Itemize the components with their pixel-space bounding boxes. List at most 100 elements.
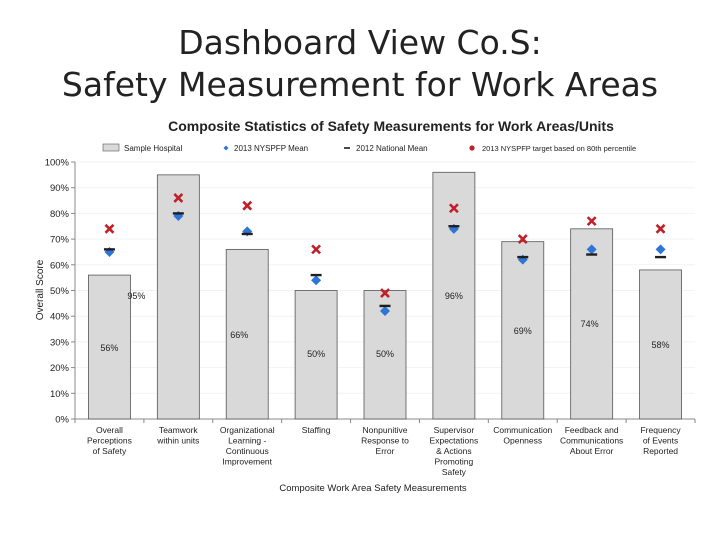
x-category-label-6: Supervisor Expectations & Actions Promoting… [430,425,479,477]
target-marker-2 [173,193,184,203]
national-mean-marker-9 [655,255,667,259]
x-category-label-7: Communication Openness [493,425,552,446]
chart-bars [88,171,682,420]
x-category-label-8: Feedback and Communications About Error [560,425,623,456]
bar-data-label-7: 69% [514,326,532,336]
nyspfp-mean-marker-5 [380,306,390,317]
x-category-label-3: Organizational Learning -Continuous Improv… [220,425,275,467]
target-marker-3 [242,200,253,211]
x-category-label-line: Openness [503,436,542,446]
bar-data-label-2: 95% [127,291,145,301]
x-marker-stroke [586,216,597,227]
y-tick-label: 60% [50,260,70,271]
legend-swatch-nyspfp-mean [223,145,229,151]
national-mean-marker-7 [517,255,529,259]
legend-label-national-mean: 2012 National Mean [356,144,428,153]
legend-label-sample-hospital: Sample Hospital [124,144,182,153]
y-tick-label: 50% [50,286,70,297]
x-marker-stroke [173,193,184,203]
x-marker-stroke [104,223,115,234]
x-category-label-line: Staffing [302,425,331,435]
x-category-label-4: Staffing [302,425,331,435]
y-tick-label: 70% [50,235,70,246]
x-category-label-2: Teamwork within units [156,425,199,446]
x-category-label-line: Error [376,446,395,456]
x-category-label-line: & Actions [436,446,471,456]
slide-title-line-1: Dashboard View Co.S: [178,23,542,62]
y-axis-label: Overall Score [35,259,46,320]
national-mean-marker-2 [172,212,184,215]
y-tick-label: 20% [50,363,70,374]
x-category-label-line: Safety [442,467,467,477]
x-category-label-line: Nonpunitive [363,425,408,435]
chart-labels: Composite Statistics of Safety Measureme… [100,118,669,359]
x-category-label-line: Improvement [222,457,272,467]
bar-4 [294,290,338,420]
national-mean-marker-4 [310,273,322,277]
y-tick-label: 90% [50,183,70,194]
bar-3 [225,248,269,420]
y-tick-label: 10% [50,389,70,400]
chart-title: Composite Statistics of Safety Measureme… [168,118,614,134]
x-marker-stroke [517,234,528,245]
x-marker-stroke [311,244,322,255]
y-tick-label: 30% [50,337,70,348]
target-marker-7 [517,234,528,245]
nyspfp-mean-marker-9 [655,244,666,255]
x-category-label-line: Promoting [435,457,474,467]
target-marker-6 [448,203,459,214]
x-category-label-line: Continuous [226,446,269,456]
nyspfp-mean-marker-8 [586,244,597,255]
bar-data-label-1: 56% [100,343,118,353]
chart-legend: Sample Hospital 2013 NYSPFP Mean 2012 Nati… [102,143,636,153]
y-tick-label: 40% [50,312,70,323]
x-marker-stroke [448,203,459,214]
x-marker-stroke [655,223,666,234]
x-category-label-line: Perceptions [87,436,132,446]
legend-label-target: 2013 NYSPFP target based on 80th percent… [482,144,636,153]
legend-swatch-target [469,145,475,151]
national-mean-marker-8 [586,253,598,256]
chart-markers [103,193,667,317]
bar-5 [363,290,407,420]
x-category-label-line: Frequency [640,425,681,435]
bar-9 [639,269,682,420]
x-category-label-1: Overall Perceptions of Safety [87,425,132,456]
national-mean-marker-6 [448,225,460,228]
target-marker-5 [380,288,390,298]
x-axis-label: Composite Work Area Safety Measurements [279,483,467,494]
x-category-label-line: Overall [96,425,123,435]
nyspfp-mean-marker-4 [311,275,322,286]
x-category-label-line: of Safety [93,446,127,456]
x-category-label-line: Feedback and [565,425,619,435]
bar-data-label-4: 50% [307,349,325,359]
target-marker-4 [311,244,322,255]
bar-data-label-9: 58% [652,340,670,350]
target-marker-9 [655,223,666,234]
x-category-label-9: Frequency of Events Reported [640,425,681,456]
x-category-label-5: Nonpunitive Response to Error [361,425,409,456]
x-category-label-line: Communications [560,436,623,446]
bar-data-label-3: 66% [230,330,248,340]
legend-label-nyspfp-mean: 2013 NYSPFP Mean [234,144,308,153]
bar-7 [501,241,545,420]
national-mean-marker-3 [241,232,253,236]
x-marker-stroke [242,200,253,211]
x-category-label-line: Supervisor [434,425,475,435]
bar-1 [88,274,131,420]
slide-title-line-2: Safety Measurement for Work Areas [61,65,659,104]
x-category-label-line: Communication [493,425,552,435]
bar-6 [432,171,476,420]
y-tick-label: 80% [50,209,70,220]
target-marker-1 [104,223,115,234]
national-mean-marker-5 [379,304,391,308]
x-category-label-line: Learning - [228,436,266,446]
bar-data-label-5: 50% [376,349,394,359]
slide-title: Dashboard View Co.S: Safety Measurement … [0,22,720,106]
bar-data-label-8: 74% [581,319,599,329]
x-marker-stroke [380,288,390,298]
bar-data-label-6: 96% [445,291,463,301]
x-category-label-line: Expectations [430,436,479,446]
x-category-label-line: About Error [570,446,614,456]
